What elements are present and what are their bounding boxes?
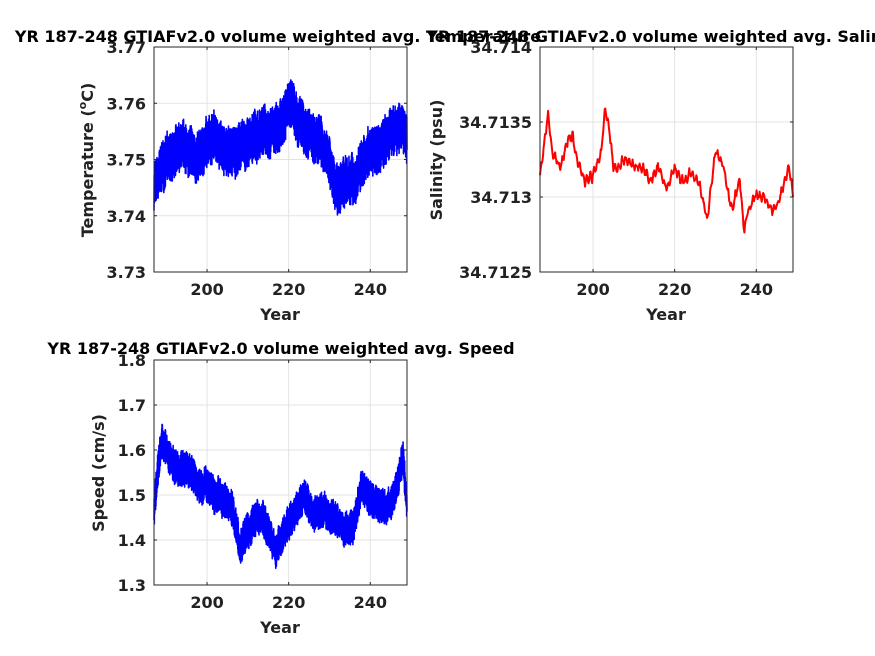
salinity-y-tick-label-3: 34.714 — [470, 38, 532, 57]
salinity-series — [539, 107, 794, 234]
temperature-x-ticks: 200 220 240 — [190, 47, 387, 299]
salinity-y-tick-label-1: 34.713 — [470, 188, 532, 207]
speed-y-label: Speed (cm/s) — [89, 414, 108, 532]
speed-x-tick-label-0: 200 — [190, 593, 223, 612]
speed-y-tick-label-4: 1.7 — [118, 396, 146, 415]
temperature-panel: 200 220 240 3.73 3.74 3.75 3.76 3.77 YR 187-24… — [14, 27, 541, 324]
temperature-x-tick-label-0: 200 — [190, 280, 223, 299]
temperature-series-line — [153, 79, 408, 216]
temperature-y-tick-label-1: 3.74 — [107, 207, 146, 226]
salinity-y-ticks: 34.7125 34.713 34.7135 34.714 — [459, 38, 793, 282]
speed-series-line — [153, 423, 408, 570]
temperature-series — [153, 79, 408, 216]
speed-panel: 200 220 240 1.3 1.4 1.5 1.6 1.7 1.8 YR 187-248 … — [46, 339, 514, 637]
temperature-y-tick-label-0: 3.73 — [107, 263, 146, 282]
speed-y-tick-label-2: 1.5 — [118, 486, 146, 505]
speed-y-tick-label-5: 1.8 — [118, 351, 146, 370]
salinity-y-label: Salinity (psu) — [427, 100, 446, 221]
temperature-x-label: Year — [259, 305, 300, 324]
temperature-y-ticks: 3.73 3.74 3.75 3.76 3.77 — [107, 38, 407, 282]
temperature-y-label: Temperature (oC) — [76, 83, 97, 238]
salinity-x-tick-label-1: 220 — [658, 280, 691, 299]
salinity-title: YR 187-248 GTIAFv2.0 volume weighted avg… — [425, 27, 875, 46]
temperature-y-label-tail: C) — [78, 83, 97, 102]
temperature-y-tick-label-3: 3.76 — [107, 94, 146, 113]
temperature-title: YR 187-248 GTIAFv2.0 volume weighted avg… — [14, 27, 541, 46]
speed-y-tick-label-1: 1.4 — [118, 531, 146, 550]
salinity-x-ticks: 200 220 240 — [576, 47, 773, 299]
temperature-y-label-main: Temperature ( — [78, 109, 97, 237]
speed-x-ticks: 200 220 240 — [190, 360, 387, 612]
speed-title: YR 187-248 GTIAFv2.0 volume weighted avg… — [46, 339, 514, 358]
speed-y-ticks: 1.3 1.4 1.5 1.6 1.7 1.8 — [118, 351, 407, 595]
speed-y-tick-label-3: 1.6 — [118, 441, 146, 460]
temperature-x-tick-label-2: 240 — [354, 280, 387, 299]
salinity-y-tick-label-0: 34.7125 — [459, 263, 532, 282]
salinity-x-label: Year — [645, 305, 686, 324]
temperature-y-tick-label-2: 3.75 — [107, 151, 146, 170]
salinity-y-tick-label-2: 34.7135 — [459, 113, 532, 132]
temperature-y-label-superscript: o — [76, 101, 89, 109]
speed-y-tick-label-0: 1.3 — [118, 576, 146, 595]
temperature-x-tick-label-1: 220 — [272, 280, 305, 299]
temperature-y-tick-label-4: 3.77 — [107, 38, 146, 57]
speed-series — [153, 423, 408, 570]
salinity-series-line — [539, 107, 794, 234]
salinity-axes-frame — [539, 46, 794, 273]
speed-x-tick-label-1: 220 — [272, 593, 305, 612]
speed-axes-frame — [153, 359, 408, 586]
salinity-panel: 200 220 240 34.7125 34.713 34.7135 34.714 YR … — [425, 27, 875, 324]
salinity-x-tick-label-0: 200 — [576, 280, 609, 299]
speed-x-label: Year — [259, 618, 300, 637]
speed-x-tick-label-2: 240 — [354, 593, 387, 612]
salinity-x-tick-label-2: 240 — [740, 280, 773, 299]
